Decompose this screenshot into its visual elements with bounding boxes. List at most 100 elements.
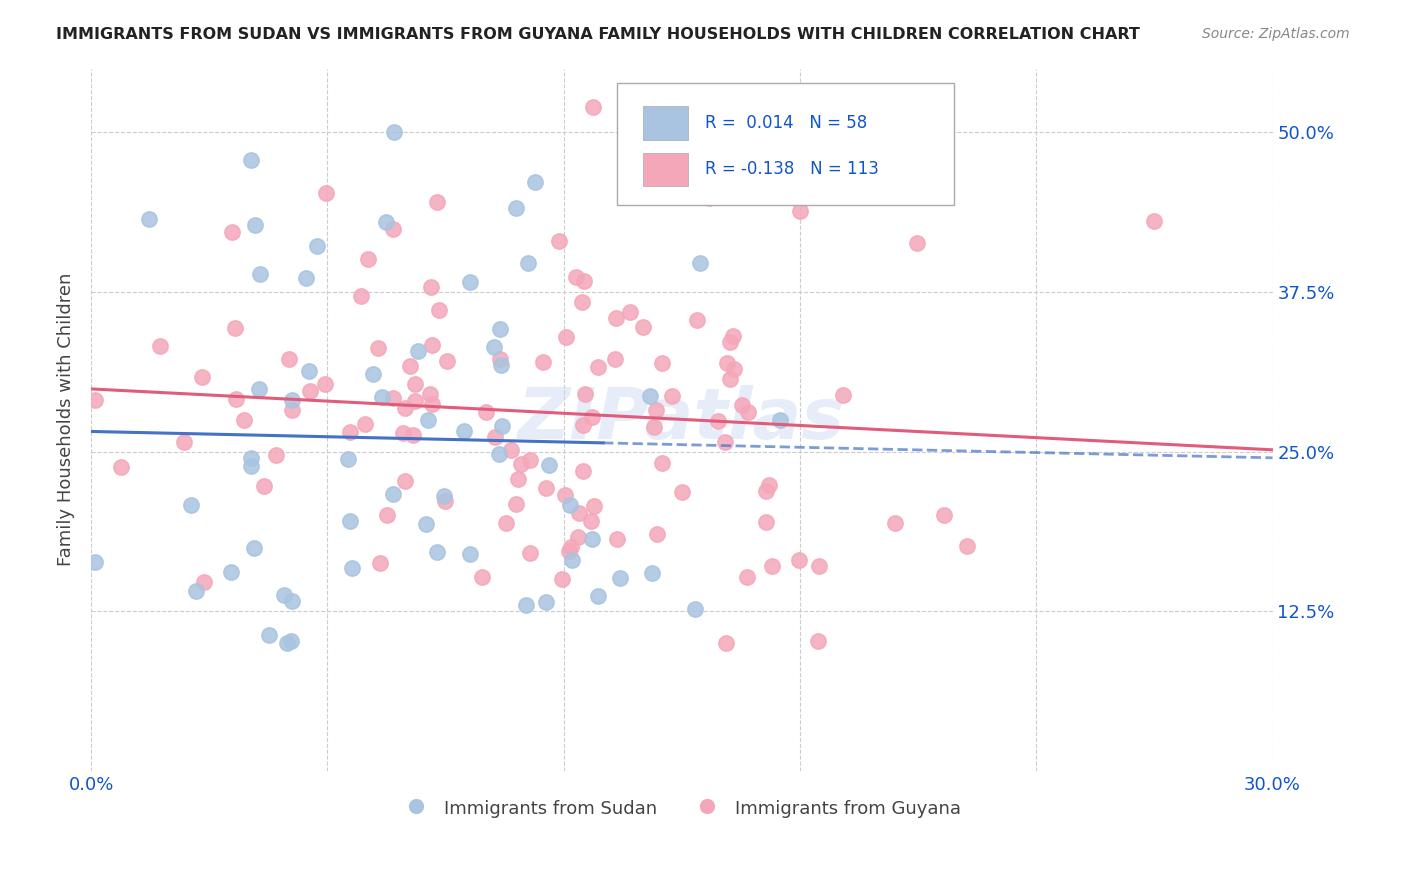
Point [755,483,778,498]
Point [581,532,603,546]
Point [394,474,416,488]
Point [807,633,830,648]
Point [567,506,589,520]
Point [567,530,589,544]
Point [488,447,510,461]
Point [404,377,426,392]
Point [735,570,758,584]
Point [484,430,506,444]
Point [645,403,668,417]
Point [714,434,737,449]
Point [173,434,195,449]
Point [426,194,449,209]
Point [706,414,728,428]
Point [534,481,557,495]
Point [339,514,361,528]
Point [491,419,513,434]
Point [495,516,517,530]
Point [716,356,738,370]
Point [420,397,443,411]
Point [458,547,481,561]
Point [253,479,276,493]
Point [505,497,527,511]
Point [560,498,582,512]
Point [458,275,481,289]
Point [249,267,271,281]
Point [382,391,405,405]
Point [515,599,537,613]
Text: R =  0.014   N = 58: R = 0.014 N = 58 [706,113,868,132]
Point [758,477,780,491]
Point [419,387,441,401]
Point [278,351,301,366]
Point [718,372,741,386]
Point [718,335,741,350]
Legend: Immigrants from Sudan, Immigrants from Guyana: Immigrants from Sudan, Immigrants from G… [395,791,969,825]
Point [606,532,628,546]
Point [225,392,247,406]
Point [581,409,603,424]
Point [689,256,711,270]
Point [305,238,328,252]
Point [273,588,295,602]
Point [416,412,439,426]
Point [505,202,527,216]
Point [350,289,373,303]
Point [558,543,581,558]
Point [489,322,512,336]
Point [84,393,107,408]
Point [295,271,318,285]
Point [434,494,457,508]
Point [280,403,302,417]
Point [572,417,595,432]
Point [572,274,595,288]
Point [240,451,263,466]
Point [884,516,907,530]
Point [697,191,720,205]
Point [427,303,450,318]
Point [519,546,541,560]
Point [422,337,444,351]
Point [489,351,512,366]
Point [353,417,375,432]
Point [374,215,396,229]
Point [426,545,449,559]
Point [482,340,505,354]
Text: IMMIGRANTS FROM SUDAN VS IMMIGRANTS FROM GUYANA FAMILY HOUSEHOLDS WITH CHILDREN : IMMIGRANTS FROM SUDAN VS IMMIGRANTS FROM… [56,27,1140,42]
Point [433,489,456,503]
Point [404,394,426,409]
Point [314,376,336,391]
Point [506,472,529,486]
Point [661,389,683,403]
Point [548,234,571,248]
Point [257,628,280,642]
Point [221,565,243,579]
Point [375,508,398,523]
Point [955,540,977,554]
Point [586,590,609,604]
Point [299,384,322,398]
Point [538,458,561,473]
Point [420,280,443,294]
Point [453,424,475,438]
Point [645,526,668,541]
Point [605,310,627,325]
Point [184,583,207,598]
Point [342,561,364,575]
Point [905,236,928,251]
Point [686,313,709,327]
Point [516,256,538,270]
Point [789,204,811,219]
Point [1143,214,1166,228]
Point [554,330,576,344]
Point [240,153,263,167]
Point [399,359,422,374]
Point [619,304,641,318]
Point [232,413,254,427]
Point [471,570,494,584]
Point [281,393,304,408]
Point [561,553,583,567]
Point [787,553,810,567]
Point [723,362,745,376]
Point [436,353,458,368]
